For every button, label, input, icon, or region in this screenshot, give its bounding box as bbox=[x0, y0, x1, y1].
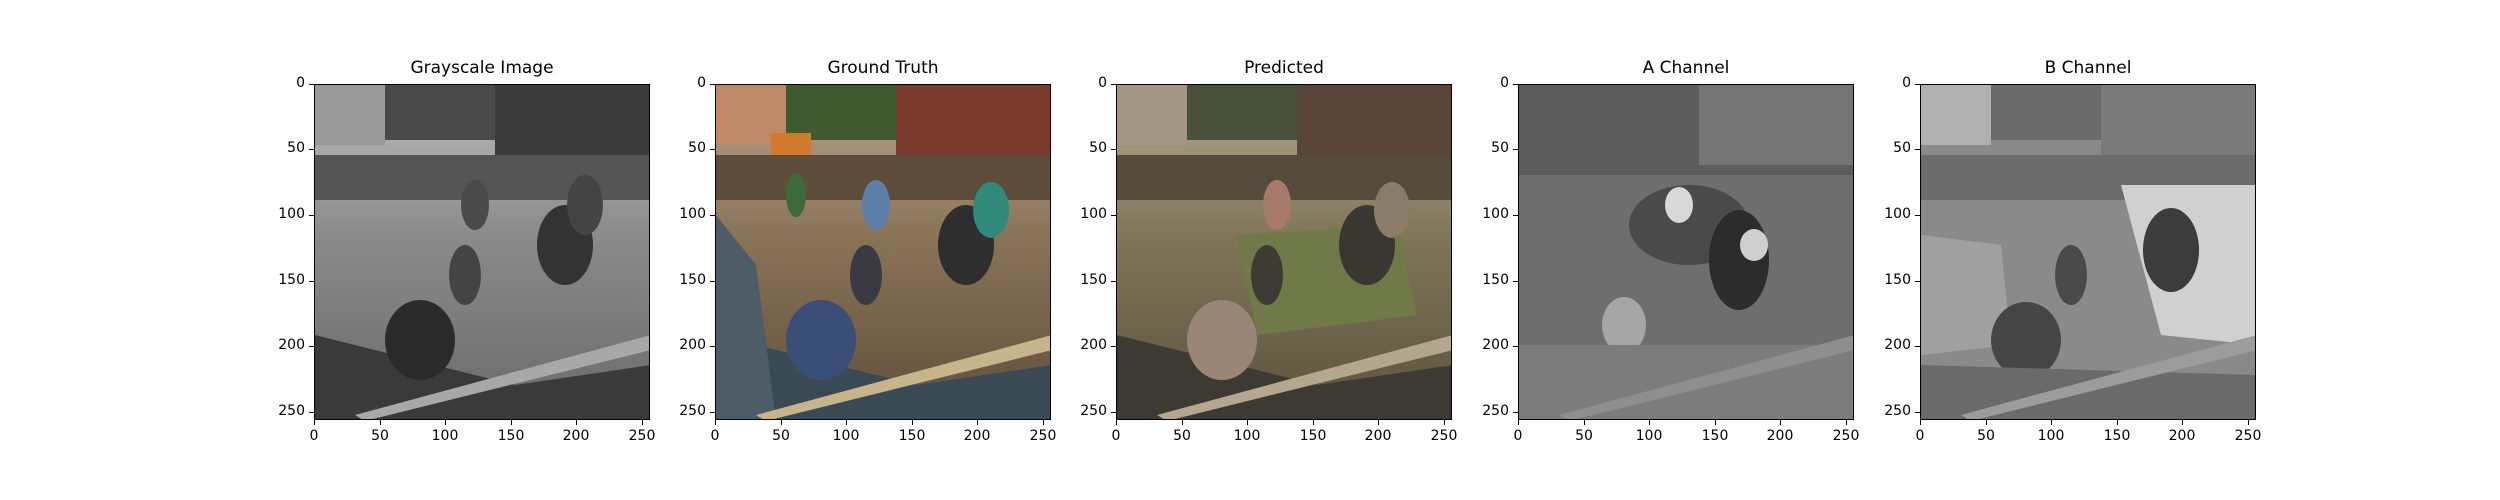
image-ground-truth bbox=[715, 84, 1051, 420]
panel-title: Grayscale Image bbox=[410, 58, 554, 78]
image-a-channel bbox=[1518, 84, 1854, 420]
panel-predicted: Predicted 0 50 100 150 200 250 0 5 bbox=[1080, 58, 1458, 444]
panel-ground-truth: Ground Truth 0 50 100 150 bbox=[679, 58, 1057, 444]
panel-a-channel: A Channel 0 50 100 150 200 250 0 50 100 … bbox=[1482, 58, 1860, 444]
panel-title: B Channel bbox=[2044, 58, 2132, 78]
panel-title: A Channel bbox=[1642, 58, 1730, 78]
panel-grayscale: Grayscale Image 0 50 100 150 200 250 0 5… bbox=[278, 58, 656, 444]
panel-title: Predicted bbox=[1244, 58, 1324, 78]
image-b-channel bbox=[1920, 84, 2256, 420]
image-predicted bbox=[1116, 84, 1452, 420]
panel-b-channel: B Channel 0 50 100 150 200 250 0 50 100 … bbox=[1884, 58, 2262, 444]
image-grayscale bbox=[314, 84, 650, 420]
panel-title: Ground Truth bbox=[827, 58, 939, 78]
